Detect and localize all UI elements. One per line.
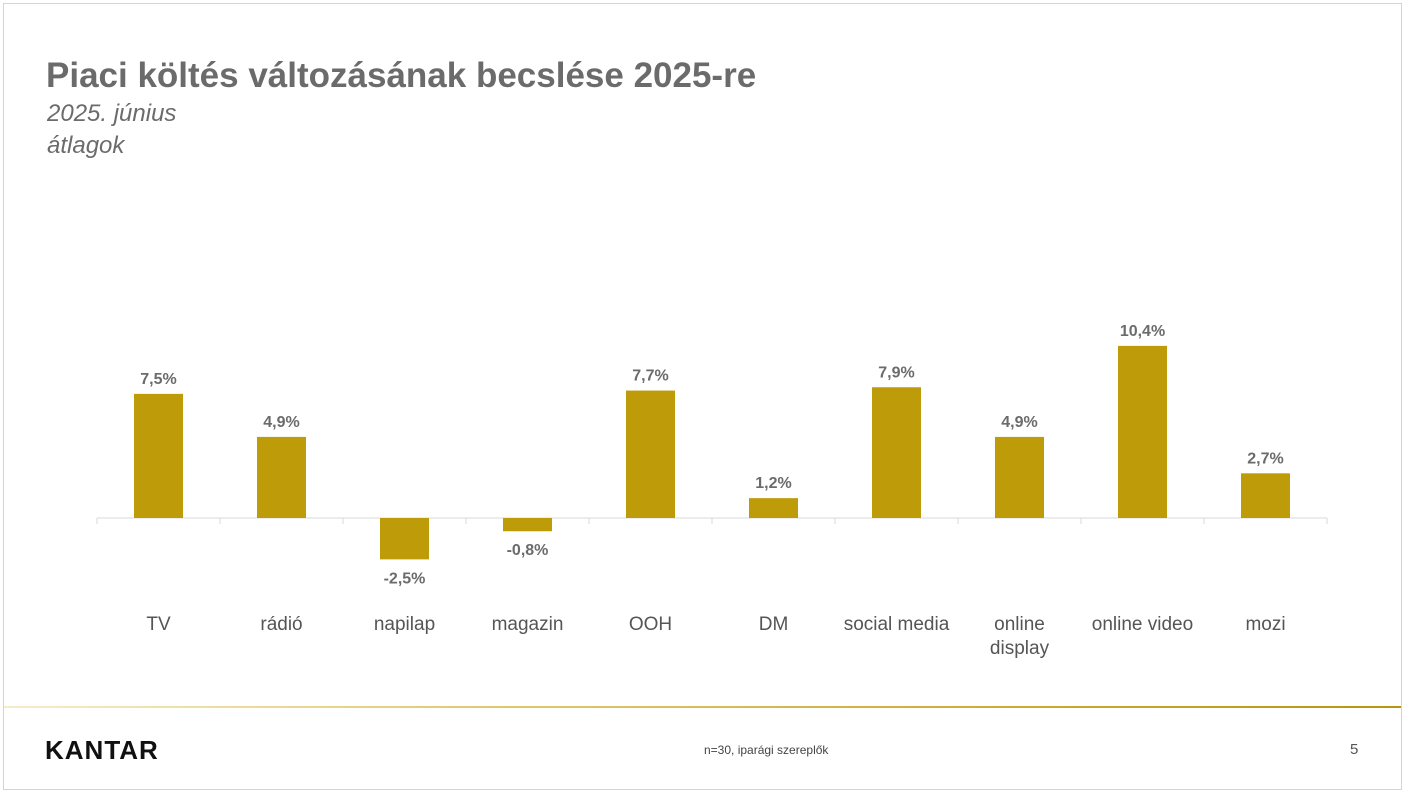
bar	[872, 387, 921, 518]
bar	[257, 436, 306, 518]
category-label: social media	[844, 614, 950, 635]
slide: Piaci költés változásának becslése 2025-…	[3, 3, 1402, 790]
kantar-logo: KANTAR	[45, 735, 159, 765]
footnote: n=30, iparági szereplők	[704, 743, 829, 757]
category-label: mozi	[1245, 614, 1285, 635]
category-label: TV	[146, 614, 171, 635]
data-label: 10,4%	[1120, 323, 1165, 340]
chart-subtitle-averages: átlagok	[47, 132, 125, 159]
chart-subtitle-date: 2025. június	[47, 100, 177, 127]
category-label: DM	[759, 614, 789, 635]
bar	[1241, 473, 1290, 518]
bar	[749, 498, 798, 518]
bar-chart: 7,5% TV 4,9% rádió -2,5% napilap -0,8% magazin 7…	[96, 323, 1328, 659]
data-label: 7,5%	[140, 371, 176, 388]
footer-divider	[4, 706, 1401, 708]
bar	[1118, 345, 1167, 518]
chart-title: Piaci költés változásának becslése 2025-…	[46, 56, 757, 95]
bar	[995, 436, 1044, 518]
bar	[380, 518, 429, 560]
data-label: -2,5%	[384, 570, 426, 587]
data-label: 4,9%	[1001, 414, 1037, 431]
category-label: online video	[1092, 614, 1193, 635]
data-label: -0,8%	[507, 542, 549, 559]
category-label: rádió	[260, 614, 302, 635]
data-label: 2,7%	[1247, 450, 1283, 467]
category-label: online display	[990, 614, 1050, 659]
data-label: 4,9%	[263, 414, 299, 431]
category-label: magazin	[492, 614, 564, 635]
bar	[134, 393, 183, 518]
category-label: napilap	[374, 614, 435, 635]
page-number: 5	[1350, 741, 1359, 758]
category-label: OOH	[629, 614, 672, 635]
data-label: 7,9%	[878, 364, 914, 381]
bar	[503, 518, 552, 532]
data-label: 1,2%	[755, 475, 791, 492]
data-label: 7,7%	[632, 368, 668, 385]
bar	[626, 390, 675, 518]
